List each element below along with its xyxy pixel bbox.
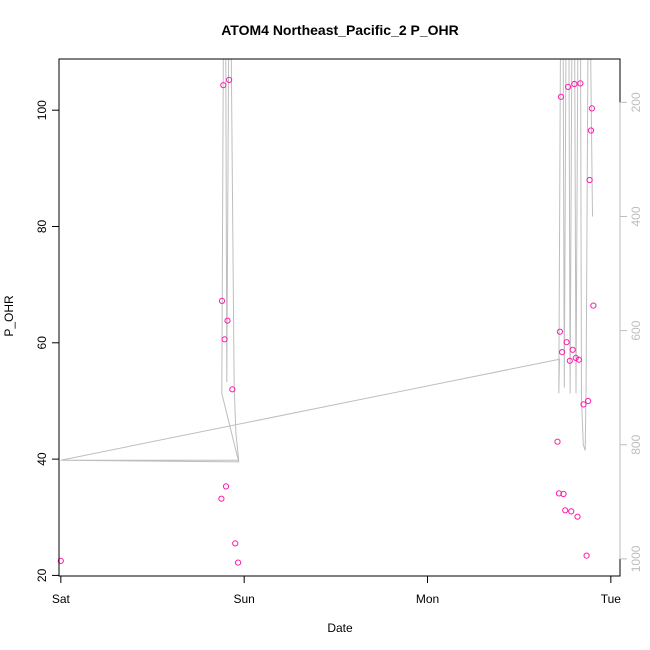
y2-axis: 200 400 600 800 1000	[619, 92, 643, 572]
data-point-5	[222, 483, 230, 490]
data-point-4	[221, 336, 228, 343]
y2-tick-label-1: 400	[629, 206, 643, 226]
data-point-13	[556, 328, 564, 335]
data-point-7	[226, 76, 233, 84]
data-point-17	[562, 507, 569, 514]
data-point-29	[583, 552, 590, 559]
data-point-9	[232, 540, 239, 547]
y-tick-label-1: 40	[35, 452, 49, 466]
data-point-33	[588, 105, 596, 112]
data-point-2	[218, 297, 226, 304]
x-tick-label-1: Sun	[233, 592, 254, 606]
x-axis: Sat Sun Mon Tue	[52, 575, 622, 606]
data-point-26	[575, 356, 583, 363]
data-point-15	[559, 349, 566, 356]
data-point-18	[563, 339, 570, 346]
depth-line	[60, 58, 593, 463]
y-tick-label-4: 100	[35, 100, 49, 120]
y-tick-label-3: 80	[35, 219, 49, 233]
x-tick-label-0: Sat	[52, 592, 71, 606]
y2-tick-label-4: 1000	[629, 545, 643, 572]
data-point-3	[220, 82, 227, 89]
data-point-8	[229, 386, 236, 393]
data-point-12	[555, 490, 563, 497]
data-point-32	[587, 127, 595, 134]
y-tick-label-0: 20	[35, 568, 49, 582]
data-point-20	[566, 357, 573, 364]
data-point-0	[57, 557, 64, 565]
data-point-11	[554, 438, 561, 445]
data-point-31	[586, 176, 593, 184]
x-tick-label-2: Mon	[416, 592, 439, 606]
x-tick-label-3: Tue	[601, 592, 622, 606]
data-point-21	[568, 508, 575, 515]
y-axis-label: P_OHR	[2, 295, 16, 337]
data-point-25	[574, 513, 581, 520]
points-series	[57, 76, 597, 566]
y2-tick-label-3: 800	[629, 434, 643, 454]
data-point-16	[560, 490, 567, 498]
data-point-28	[580, 401, 587, 408]
data-point-19	[565, 83, 572, 91]
data-point-34	[590, 302, 597, 309]
data-point-27	[577, 80, 584, 87]
data-point-10	[235, 559, 242, 566]
data-point-24	[572, 354, 579, 361]
plot-frame	[58, 58, 621, 577]
y-axis: 20 40 60 80 100	[35, 100, 60, 582]
data-point-1	[218, 495, 225, 502]
data-point-6	[224, 317, 231, 324]
data-point-14	[557, 93, 565, 100]
x-axis-label: Date	[327, 621, 353, 635]
data-point-23	[571, 80, 578, 88]
data-point-30	[585, 397, 592, 405]
y-tick-label-2: 60	[35, 336, 49, 350]
depth-series	[60, 58, 593, 463]
chart-title: ATOM4 Northeast_Pacific_2 P_OHR	[221, 22, 459, 38]
data-point-22	[569, 346, 576, 353]
y2-tick-label-2: 600	[629, 320, 643, 340]
y2-tick-label-0: 200	[629, 92, 643, 112]
